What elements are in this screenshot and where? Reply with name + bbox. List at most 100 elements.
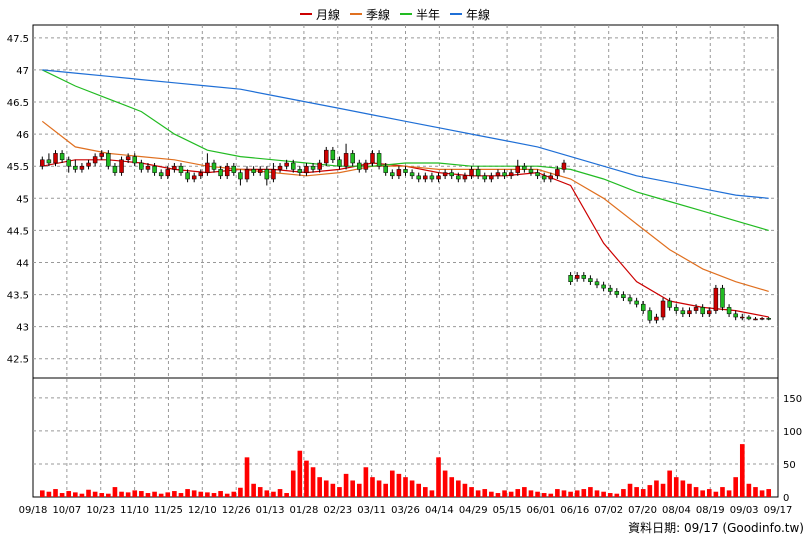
candle-body bbox=[508, 172, 514, 177]
candle-body bbox=[627, 297, 633, 302]
data-date-note: 資料日期: 09/17 (Goodinfo.tw) bbox=[628, 521, 804, 535]
candle-body bbox=[324, 149, 329, 164]
candle-body bbox=[218, 169, 223, 177]
candle-body bbox=[139, 162, 144, 170]
volume-bar bbox=[555, 489, 560, 497]
candle-body bbox=[284, 162, 289, 167]
legend-item-halfyear: 半年 bbox=[400, 6, 440, 23]
candle-body bbox=[291, 162, 296, 170]
volume-bar bbox=[73, 492, 78, 497]
candle-body bbox=[350, 153, 355, 164]
legend-label-quarterly: 季線 bbox=[366, 7, 391, 22]
candle-body bbox=[264, 169, 270, 180]
volume-bar bbox=[548, 493, 554, 497]
price-tick-label: 44.5 bbox=[7, 226, 29, 237]
candle-body bbox=[449, 172, 454, 177]
volume-bar bbox=[422, 487, 428, 497]
x-tick-label: 12/10 bbox=[188, 505, 217, 516]
candle-body bbox=[99, 153, 104, 157]
candle-body bbox=[244, 169, 250, 180]
x-tick-label: 04/14 bbox=[425, 505, 454, 516]
volume-bar bbox=[218, 491, 223, 497]
candle-body bbox=[746, 316, 752, 320]
volume-bar bbox=[191, 490, 197, 497]
volume-bar bbox=[588, 487, 593, 497]
volume-tick-label: 0 bbox=[783, 493, 789, 504]
volume-bar bbox=[469, 487, 474, 497]
volume-bar bbox=[172, 491, 177, 497]
volume-bar bbox=[475, 490, 481, 497]
candle-body bbox=[502, 172, 507, 177]
volume-bar bbox=[244, 457, 250, 497]
volume-tick-label: 100 bbox=[783, 427, 802, 438]
volume-bar bbox=[178, 493, 184, 497]
volume-bar bbox=[224, 493, 230, 497]
candle-body bbox=[231, 165, 237, 173]
volume-bar bbox=[429, 490, 435, 497]
candle-body bbox=[53, 153, 58, 164]
volume-bar bbox=[541, 493, 547, 497]
volume-bar bbox=[290, 470, 296, 497]
volume-bar bbox=[449, 477, 455, 497]
legend-swatch-quarterly bbox=[350, 13, 363, 15]
candle-body bbox=[475, 169, 481, 177]
candle-body bbox=[257, 169, 263, 173]
volume-bar bbox=[706, 489, 712, 497]
candle-body bbox=[178, 165, 184, 173]
candle-body bbox=[660, 300, 666, 318]
volume-bar bbox=[733, 477, 738, 497]
candle-body bbox=[759, 318, 765, 320]
candle-body bbox=[594, 281, 600, 286]
candle-body bbox=[73, 165, 78, 170]
candle-body bbox=[436, 175, 441, 180]
volume-bar bbox=[198, 491, 204, 497]
candle-body bbox=[376, 153, 382, 167]
volume-bar bbox=[607, 493, 613, 497]
volume-bar bbox=[508, 491, 514, 497]
candle-body bbox=[561, 162, 567, 170]
volume-bar bbox=[700, 490, 705, 497]
price-tick-label: 42.5 bbox=[7, 355, 29, 366]
candle-body bbox=[766, 318, 771, 320]
candle-body bbox=[152, 165, 157, 173]
volume-bar bbox=[594, 490, 600, 497]
candle-body bbox=[132, 156, 137, 164]
volume-bar bbox=[753, 487, 758, 497]
volume-bar bbox=[574, 490, 580, 497]
volume-bar bbox=[376, 480, 382, 497]
volume-bar bbox=[125, 492, 131, 497]
volume-bar bbox=[409, 480, 415, 497]
volume-bar bbox=[370, 477, 375, 497]
x-tick-label: 06/01 bbox=[527, 505, 556, 516]
candle-body bbox=[667, 300, 672, 308]
candle-body bbox=[337, 159, 342, 167]
candle-body bbox=[429, 175, 435, 180]
volume-bar bbox=[416, 483, 422, 497]
volume-bar bbox=[310, 467, 316, 497]
volume-bar bbox=[139, 491, 144, 497]
x-tick-label: 04/29 bbox=[459, 505, 488, 516]
volume-bar bbox=[601, 491, 606, 497]
volume-bar bbox=[442, 470, 448, 497]
volume-bar bbox=[462, 483, 468, 497]
candle-body bbox=[304, 165, 309, 173]
price-tick-label: 46 bbox=[16, 130, 29, 141]
candle-body bbox=[86, 162, 91, 167]
legend-label-yearly: 年線 bbox=[466, 7, 491, 22]
volume-bar bbox=[522, 487, 527, 497]
volume-bar bbox=[581, 489, 587, 497]
volume-bar bbox=[482, 489, 488, 497]
candle-body bbox=[277, 165, 283, 170]
legend-item-yearly: 年線 bbox=[450, 6, 490, 23]
candle-body bbox=[310, 165, 316, 170]
volume-bar bbox=[766, 489, 772, 497]
volume-bar bbox=[271, 491, 276, 497]
candle-body bbox=[198, 172, 204, 177]
volume-bar bbox=[726, 490, 732, 497]
candle-body bbox=[383, 165, 388, 173]
volume-bar bbox=[436, 457, 441, 497]
volume-bar bbox=[297, 450, 303, 497]
volume-bar bbox=[343, 473, 349, 497]
candle-body bbox=[442, 172, 448, 177]
candle-body bbox=[92, 156, 98, 164]
